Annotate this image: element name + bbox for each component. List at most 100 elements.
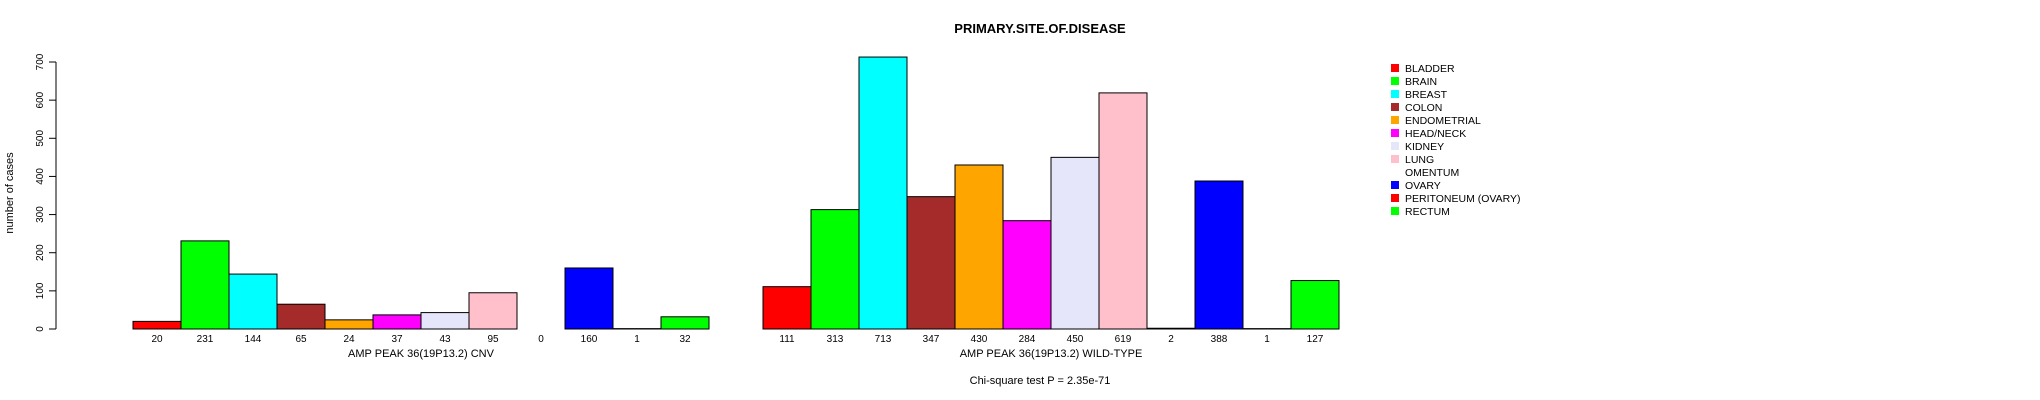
group-label: AMP PEAK 36(19P13.2) CNV: [348, 348, 495, 360]
legend-item: COLON: [1391, 102, 1442, 114]
bar-count-label: 43: [439, 334, 451, 345]
bar: [132, 320, 182, 330]
legend-swatch: [1391, 77, 1399, 85]
y-tick-label: 600: [35, 91, 46, 108]
legend-label: ENDOMETRIAL: [1405, 115, 1481, 127]
legend-swatch: [1391, 90, 1399, 98]
legend-label: HEAD/NECK: [1405, 128, 1466, 140]
group-label: AMP PEAK 36(19P13.2) WILD-TYPE: [960, 348, 1143, 360]
legend-item: LUNG: [1391, 154, 1434, 166]
y-tick-label: 300: [35, 206, 46, 223]
bar: [1098, 92, 1148, 330]
bar-count-label: 32: [679, 334, 691, 345]
bar-count-label: 619: [1115, 334, 1132, 345]
legend-item: KIDNEY: [1391, 141, 1444, 153]
legend-label: RECTUM: [1405, 206, 1450, 218]
bar: [858, 56, 908, 330]
bar-count-label: 1: [1264, 334, 1270, 345]
legend-label: LUNG: [1405, 154, 1434, 166]
legend-label: OVARY: [1405, 180, 1441, 192]
legend-swatch: [1391, 129, 1399, 137]
bar-count-label: 347: [923, 334, 940, 345]
bar-count-label: 95: [487, 334, 499, 345]
bar: [1194, 180, 1244, 330]
bar: [324, 319, 374, 330]
bar-count-label: 24: [343, 334, 355, 345]
y-tick-label: 400: [35, 168, 46, 185]
legend-item: OVARY: [1391, 180, 1441, 192]
legend-item: RECTUM: [1391, 206, 1450, 218]
chi-square-footnote: Chi-square test P = 2.35e-71: [970, 375, 1111, 387]
y-axis: 0 100 200 300 400 500 600 700: [35, 53, 57, 332]
legend-item: OMENTUM: [1391, 167, 1459, 179]
bar-count-label: 313: [827, 334, 844, 345]
bar-count-label: 450: [1067, 334, 1084, 345]
legend-item: PERITONEUM (OVARY): [1391, 193, 1521, 205]
y-tick-label: 500: [35, 130, 46, 147]
chart-title: PRIMARY.SITE.OF.DISEASE: [954, 21, 1126, 36]
legend-swatch: [1391, 168, 1399, 176]
bar: [954, 164, 1004, 330]
legend-swatch: [1391, 64, 1399, 72]
bar: [228, 273, 278, 330]
legend-label: OMENTUM: [1405, 167, 1459, 179]
bar: [420, 312, 470, 330]
bar-count-label: 65: [295, 334, 307, 345]
bar-count-label: 0: [538, 334, 544, 345]
bar-count-label: 388: [1211, 334, 1228, 345]
bar-count-label: 713: [875, 334, 892, 345]
bar-count-label: 144: [245, 334, 262, 345]
bar: [660, 316, 710, 330]
bar-count-label: 127: [1307, 334, 1324, 345]
legend-swatch: [1391, 155, 1399, 163]
bar: [1290, 280, 1340, 330]
y-tick-label: 0: [35, 326, 46, 332]
legend-item: ENDOMETRIAL: [1391, 115, 1481, 127]
bar-count-label: 160: [581, 334, 598, 345]
y-tick-label: 100: [35, 282, 46, 299]
bar-count-label: 111: [779, 334, 795, 345]
bar: [906, 196, 956, 330]
bar-count-label: 2: [1168, 334, 1174, 345]
bar-count-label: 284: [1019, 334, 1036, 345]
legend-label: BRAIN: [1405, 76, 1437, 88]
bar-count-label: 430: [971, 334, 988, 345]
y-tick-label: 200: [35, 244, 46, 261]
bar: [1002, 220, 1052, 330]
y-tick-label: 700: [35, 53, 46, 70]
legend-swatch: [1391, 142, 1399, 150]
legend-swatch: [1391, 116, 1399, 124]
bar: [372, 314, 422, 330]
legend-item: HEAD/NECK: [1391, 128, 1466, 140]
bar: [276, 303, 326, 330]
legend-label: KIDNEY: [1405, 141, 1444, 153]
legend-swatch: [1391, 103, 1399, 111]
bar: [762, 286, 812, 330]
legend-item: BRAIN: [1391, 76, 1437, 88]
bar: [468, 292, 518, 330]
legend-label: PERITONEUM (OVARY): [1405, 193, 1521, 205]
bar-group: 20 231 144 65 24 37 43 95 0 160 1 32 AMP PEAK 36(19P…: [132, 240, 710, 360]
bar-groups: 20 231 144 65 24 37 43 95 0 160 1 32 AMP PEAK 36(19P…: [132, 56, 1340, 360]
bar: [810, 209, 860, 330]
bar-count-label: 1: [634, 334, 640, 345]
bar-count-label: 20: [151, 334, 163, 345]
bar-count-label: 231: [197, 334, 214, 345]
bar: [180, 240, 230, 330]
legend-label: BREAST: [1405, 89, 1448, 101]
legend-label: BLADDER: [1405, 63, 1455, 75]
legend-item: BREAST: [1391, 89, 1448, 101]
legend-swatch: [1391, 181, 1399, 189]
bar: [1146, 327, 1196, 330]
bar: [564, 267, 614, 330]
legend-swatch: [1391, 207, 1399, 215]
legend-swatch: [1391, 194, 1399, 202]
legend-label: COLON: [1405, 102, 1442, 114]
legend: BLADDERBRAINBREASTCOLONENDOMETRIALHEAD/N…: [1391, 63, 1521, 218]
bar-group: 111 313 713 347 430 284 450 619 2 388 1 127 AMP PEAK…: [762, 56, 1340, 360]
bar: [1050, 156, 1100, 330]
y-axis-label: number of cases: [4, 152, 16, 234]
legend-item: BLADDER: [1391, 63, 1455, 75]
bar-count-label: 37: [391, 334, 403, 345]
